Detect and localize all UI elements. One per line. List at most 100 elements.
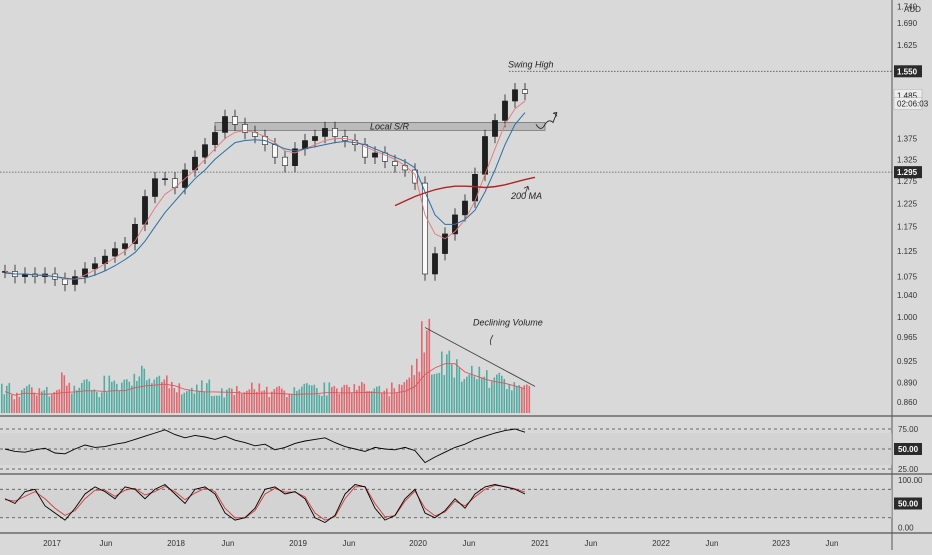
candlestick bbox=[292, 148, 298, 166]
volume-bar bbox=[1, 383, 3, 413]
price-badge bbox=[894, 65, 922, 78]
volume-bar bbox=[251, 382, 253, 413]
candlestick bbox=[522, 89, 528, 94]
y-tick-label: 1.175 bbox=[897, 223, 918, 232]
volume-bar bbox=[46, 386, 48, 413]
volume-bar bbox=[278, 386, 281, 413]
volume-bar bbox=[256, 391, 258, 413]
moving-average-fast bbox=[4, 100, 526, 280]
sr-zone-label: Local S/R bbox=[370, 121, 410, 131]
volume-bar bbox=[181, 394, 183, 413]
volume-bar bbox=[348, 387, 351, 413]
volume-bar bbox=[318, 394, 321, 413]
volume-bar bbox=[436, 373, 438, 413]
volume-bar bbox=[151, 383, 153, 413]
volume-bar bbox=[481, 377, 483, 413]
volume-bar bbox=[301, 386, 303, 413]
volume-bar bbox=[31, 387, 33, 413]
stochastic-badge-label: 50.00 bbox=[898, 500, 919, 509]
x-tick-label: Jun bbox=[343, 539, 356, 548]
volume-bar bbox=[136, 381, 138, 413]
volume-bar bbox=[516, 386, 518, 413]
x-tick-label: 2021 bbox=[531, 539, 549, 548]
rsi-line bbox=[4, 428, 526, 464]
x-tick-label: Jun bbox=[826, 539, 839, 548]
volume-bar bbox=[248, 389, 251, 413]
volume-bar bbox=[483, 376, 486, 413]
volume-bar bbox=[28, 384, 31, 413]
volume-bar bbox=[286, 396, 288, 413]
volume-bar bbox=[76, 390, 78, 413]
candlestick bbox=[112, 248, 118, 257]
volume-bar bbox=[526, 384, 528, 413]
volume-bar bbox=[73, 385, 76, 413]
volume-bar bbox=[341, 387, 343, 413]
volume-bar bbox=[158, 375, 161, 413]
volume-bar bbox=[41, 391, 43, 413]
rsi-badge bbox=[894, 443, 922, 455]
volume-bar bbox=[433, 374, 436, 413]
projection-arrowhead bbox=[552, 111, 558, 117]
volume-bar bbox=[328, 382, 331, 413]
volume-bar bbox=[381, 392, 383, 413]
volume-bar bbox=[88, 381, 91, 413]
volume-bar bbox=[311, 385, 313, 413]
volume-bar bbox=[226, 389, 228, 413]
x-tick-label: Jun bbox=[706, 539, 719, 548]
stochastic-tick-label: 100.00 bbox=[898, 476, 923, 485]
y-tick-label: 1.740 bbox=[897, 2, 918, 11]
volume-bar bbox=[33, 392, 36, 413]
volume-bar bbox=[393, 388, 396, 413]
candlestick bbox=[152, 178, 158, 197]
volume-bar bbox=[506, 389, 508, 413]
volume-bar bbox=[228, 387, 231, 413]
stochastic-tick-label: 0.00 bbox=[898, 523, 914, 532]
volume-bar bbox=[306, 383, 308, 413]
volume-bar bbox=[336, 388, 338, 413]
candlestick bbox=[372, 152, 378, 158]
volume-bar bbox=[478, 366, 481, 413]
volume-bar bbox=[471, 365, 473, 413]
volume-bar bbox=[153, 379, 156, 413]
x-tick-label: 2020 bbox=[409, 539, 427, 548]
y-tick-label: 1.690 bbox=[897, 19, 918, 28]
volume-bar bbox=[71, 393, 73, 413]
volume-bar bbox=[13, 399, 16, 413]
candlestick bbox=[512, 89, 518, 102]
volume-bar bbox=[391, 382, 393, 413]
volume-bar bbox=[113, 380, 116, 413]
stochastic-d-line bbox=[4, 484, 526, 521]
volume-bar bbox=[218, 395, 221, 413]
candlestick bbox=[392, 161, 398, 166]
volume-bar bbox=[143, 368, 146, 413]
volume-bar bbox=[456, 359, 458, 413]
volume-bar bbox=[56, 390, 58, 413]
volume-bar bbox=[106, 392, 108, 413]
volume-bar bbox=[243, 392, 246, 413]
volume-bar bbox=[81, 382, 83, 413]
volume-bar bbox=[93, 389, 96, 413]
volume-bar bbox=[51, 394, 53, 413]
volume-bar bbox=[271, 391, 273, 413]
price-badge bbox=[894, 166, 922, 179]
volume-bar bbox=[121, 382, 123, 413]
volume-bar bbox=[111, 381, 113, 413]
candlestick bbox=[242, 124, 248, 133]
declining-volume-arrow bbox=[489, 334, 494, 346]
volume-bar bbox=[246, 390, 248, 413]
volume-bar bbox=[291, 394, 293, 413]
x-tick-label: Jun bbox=[463, 539, 476, 548]
volume-bar bbox=[446, 354, 448, 413]
volume-bar bbox=[38, 388, 41, 413]
volume-bar bbox=[343, 384, 346, 413]
volume-bar bbox=[186, 391, 188, 413]
volume-bar bbox=[501, 375, 503, 413]
y-tick-label: 0.925 bbox=[897, 357, 918, 366]
candlestick bbox=[72, 276, 78, 285]
y-tick-label: 0.860 bbox=[897, 398, 918, 407]
volume-bar bbox=[396, 393, 398, 413]
projection-arrow bbox=[535, 112, 558, 129]
